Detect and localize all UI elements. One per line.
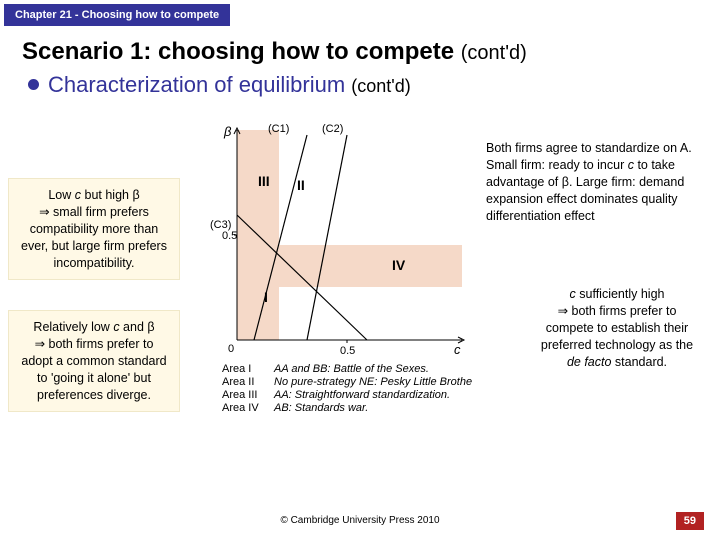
legend-l4: Area IV	[222, 402, 259, 414]
text: Relatively low	[33, 320, 113, 334]
c3-label: (C3)	[210, 219, 231, 231]
annotation-top-left: Low c but high β ⇒ small firm prefers co…	[8, 178, 180, 280]
title-main: Scenario 1: choosing how to compete	[22, 38, 454, 65]
text: standard.	[611, 355, 667, 369]
subtitle-main: Characterization of equilibrium	[48, 72, 345, 97]
region-III: III	[258, 173, 270, 189]
title-cont: (cont'd)	[461, 42, 527, 64]
subtitle-cont: (cont'd)	[351, 76, 410, 96]
x-axis-label: c	[454, 342, 461, 357]
chapter-tab: Chapter 21 - Choosing how to compete	[4, 4, 230, 26]
bullet-icon	[28, 79, 39, 90]
slide-title: Scenario 1: choosing how to compete (con…	[22, 38, 527, 66]
text-italic: de facto	[567, 355, 611, 369]
y-axis-label: β	[223, 124, 232, 139]
xtick-05: 0.5	[340, 345, 355, 357]
legend-l1: Area I	[222, 363, 251, 375]
text: ⇒ both firms prefer to compete to establ…	[541, 304, 693, 352]
legend-r3: AA: Straightforward standardization.	[273, 389, 450, 401]
text: Low	[48, 188, 74, 202]
text: and β	[120, 320, 155, 334]
region-II: II	[297, 177, 305, 193]
text: ⇒ small firm prefers compatibility more …	[21, 205, 167, 270]
text: ⇒ both firms prefer to adopt a common st…	[21, 337, 166, 402]
region-IV: IV	[392, 257, 406, 273]
annotation-bottom-right: c sufficiently high ⇒ both firms prefer …	[524, 278, 710, 378]
legend-l2: Area II	[222, 376, 254, 388]
footer-copyright: © Cambridge University Press 2010	[0, 515, 720, 526]
legend-r2: No pure-strategy NE: Pesky Little Brothe…	[274, 376, 472, 388]
legend-r4: AB: Standards war.	[273, 402, 368, 414]
origin-label: 0	[228, 343, 234, 355]
text: sufficiently high	[576, 287, 665, 301]
c2-label: (C2)	[322, 123, 343, 135]
annotation-top-right: Both firms agree to standardize on A. Sm…	[476, 132, 708, 232]
region-I: I	[264, 289, 268, 305]
page-number: 59	[676, 512, 704, 530]
annotation-bottom-left: Relatively low c and β ⇒ both firms pref…	[8, 310, 180, 412]
c1-label: (C1)	[268, 123, 289, 135]
ytick-05: 0.5	[222, 230, 237, 242]
legend-l3: Area III	[222, 389, 257, 401]
slide-subtitle: Characterization of equilibrium (cont'd)	[48, 72, 411, 98]
equilibrium-chart: 0.5 0.5 0 β c (C1) (C2) (C3) II III I IV…	[192, 120, 472, 420]
legend-r1: AA and BB: Battle of the Sexes.	[273, 363, 429, 375]
text: but high β	[81, 188, 140, 202]
